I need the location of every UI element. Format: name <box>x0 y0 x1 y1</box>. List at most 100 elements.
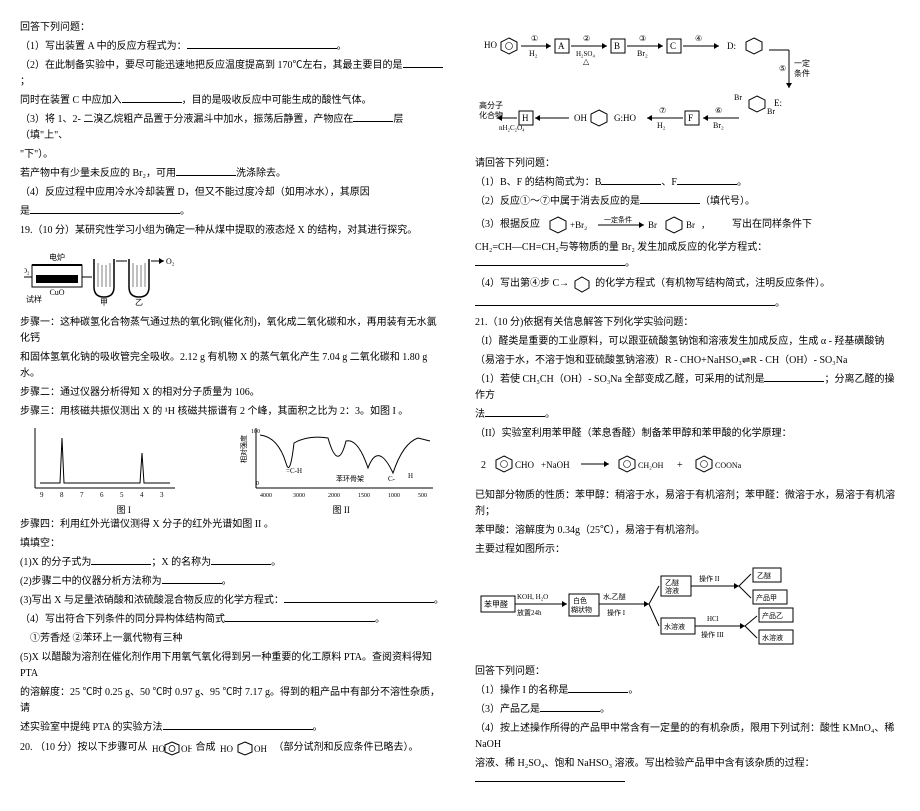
svg-text:=C-H: =C-H <box>286 467 302 475</box>
svg-text:乙醚: 乙醚 <box>665 578 679 587</box>
sq1-blank2 <box>211 564 271 565</box>
q21e-blank <box>485 416 545 417</box>
q2b-blank <box>122 102 182 103</box>
svg-text:2000: 2000 <box>328 493 340 499</box>
q4a: （4）反应过程中应用冷水冷却装置 D，但又不能过度冷却（如用冰水），其原因 <box>20 185 445 201</box>
sq3-text: (3)写出 X 与足量浓硝酸和浓硫酸混合物反应的化学方程式： <box>20 595 284 606</box>
svg-text:E:: E: <box>774 98 782 108</box>
rq2: （2）反应①～⑦中属于消去反应的是 （填代号）。 <box>475 194 900 210</box>
reaction2: 2 CHO +NaOH CH₂OH + COONa <box>475 446 900 484</box>
q2a: （2）在此制备实验中，要尽可能迅速地把反应温度提高到 170℃左右，其最主要目的… <box>20 58 445 90</box>
rq3c: CH₂=CH—CH=CH₂与等物质的量 Br₂ 发生加成反应的化学方程式：。 <box>475 240 900 272</box>
yi-label: 乙 <box>135 298 143 307</box>
svg-text:Br₂: Br₂ <box>713 121 724 130</box>
svg-text:Br: Br <box>767 107 775 116</box>
svg-text:HO: HO <box>484 40 497 50</box>
sq1: (1)X 的分子式为；X 的名称为。 <box>20 555 445 571</box>
svg-text:C: C <box>670 41 676 51</box>
sq3: (3)写出 X 与足量浓硝酸和浓硫酸混合物反应的化学方程式：。 <box>20 593 445 609</box>
svg-text:0: 0 <box>256 481 259 487</box>
q21a: （I）醛类是重要的工业原料，可以跟亚硫酸氢钠饱和溶液发生加成反应，生成 α - … <box>475 334 900 350</box>
q19: 19.（10 分）某研究性学习小组为确定一种从煤中提取的液态烃 X 的结构，对其… <box>20 223 445 239</box>
svg-text:OH: OH <box>574 113 587 123</box>
fq3a: （4）按上述操作所得的产品甲中常含有一定量的的有机杂质，限用下列试剂：酸性 KM… <box>475 721 900 753</box>
sq3-blank <box>284 602 434 603</box>
rq1-blank1 <box>601 184 661 185</box>
svg-text:9: 9 <box>40 491 44 499</box>
rq3b-text: 写出在同样条件下 <box>732 217 812 233</box>
q2a-text: （2）在此制备实验中，要尽可能迅速地把反应温度提高到 170℃左右，其最主要目的… <box>20 60 403 71</box>
fq3b-blank <box>475 781 625 782</box>
rq2b-text: （填代号）。 <box>700 196 755 207</box>
svg-text:乙醚: 乙醚 <box>757 571 771 580</box>
q1-text: （1）写出装置 A 中的反应方程式为： <box>20 41 187 52</box>
benzene-icon-2: HO OH <box>220 739 270 757</box>
rq2a-text: （2）反应①～⑦中属于消去反应的是 <box>475 196 640 207</box>
svg-text:⑦: ⑦ <box>659 106 666 115</box>
svg-text:一定: 一定 <box>794 58 810 68</box>
svg-text:水,乙醚: 水,乙醚 <box>603 592 626 601</box>
spec1: 9 8 7 6 5 4 3 图 I <box>20 423 228 517</box>
svg-text:，: ， <box>701 220 710 230</box>
svg-text:KOH, H₂O: KOH, H₂O <box>517 593 548 601</box>
q20b-text: 合成 <box>196 740 216 756</box>
right-header: 请回答下列问题： <box>475 156 900 172</box>
q21f: （II）实验室利用苯甲醛（苯息香醛）制备苯甲醇和苯甲酸的化学原理： <box>475 426 900 442</box>
svg-text:①: ① <box>531 34 538 43</box>
q4b: 是。 <box>20 204 445 220</box>
q3a-text: （3）将 1、2- 二溴乙烷粗产品置于分液漏斗中加水，振荡后静置，产物应在 <box>20 114 353 125</box>
svg-text:2: 2 <box>481 460 486 471</box>
svg-text:A: A <box>558 41 565 51</box>
spec1-label: 图 I <box>20 503 228 517</box>
q3c: "下"）。 <box>20 147 445 163</box>
svg-text:H: H <box>522 113 529 123</box>
sq2: (2)步骤二中的仪器分析方法称为。 <box>20 574 445 590</box>
q4b-blank <box>30 213 180 214</box>
props2: 苯甲酸：溶解度为 0.34g（25℃），易溶于有机溶剂。 <box>475 523 900 539</box>
sq2-text: (2)步骤二中的仪器分析方法称为 <box>20 576 162 587</box>
svg-text:+Br₂: +Br₂ <box>570 220 587 230</box>
rq1: （1）B、F 的结构简式为：B、F。 <box>475 175 900 191</box>
q3e-text: 洗涤除去。 <box>236 168 286 179</box>
benzene-icon-1: HOOH <box>152 739 192 757</box>
q21b: （易溶于水，不溶于饱和亚硫酸氢钠溶液）R - CHO+NaHSO₃⇌R - CH… <box>475 353 900 369</box>
svg-text:3000: 3000 <box>293 493 305 499</box>
spec2-label: 图 II <box>238 503 446 517</box>
cuo-label: CuO <box>49 288 64 297</box>
svg-text:F: F <box>688 113 693 123</box>
svg-text:O₂: O₂ <box>166 257 175 266</box>
sq1b-text: ；X 的名称为 <box>151 557 211 568</box>
svg-text:相对强度: 相对强度 <box>239 435 248 463</box>
q20: 20. （10 分）按以下步骤可从 HOOH 合成 HOOH （部分试剂和反应条… <box>20 739 445 757</box>
rq4-blank <box>475 305 775 306</box>
svg-text:4000: 4000 <box>260 493 272 499</box>
svg-text:高分子: 高分子 <box>479 100 503 110</box>
svg-text:操作 II: 操作 II <box>699 574 720 583</box>
fill: 填填空： <box>20 536 445 552</box>
svg-text:100: 100 <box>251 429 260 435</box>
svg-text:苯甲醛: 苯甲醛 <box>484 599 508 609</box>
svg-text:G:HO: G:HO <box>614 113 636 123</box>
sq4a: ①芳香烃 ②苯环上一氯代物有三种 <box>20 631 445 647</box>
q2b-text: 同时在装置 C 中应加入 <box>20 95 122 106</box>
q3d: 若产物中有少量未反应的 Br₂，可用洗涤除去。 <box>20 166 445 182</box>
svg-text:H₂: H₂ <box>657 121 666 130</box>
cyclohexene-icon <box>573 275 591 293</box>
props1: 已知部分物质的性质：苯甲醇：稍溶于水，易溶于有机溶剂；苯甲醛：微溶于水，易溶于有… <box>475 488 900 520</box>
fq3b-text: 溶液、稀 H₂SO₄、饱和 NaHSO₃ 溶液。写出检验产品甲中含有该杂质的过程… <box>475 758 815 769</box>
q21c: （1）若使 CH₃CH（OH）- SO₃Na 全部变成乙醛，可采用的试剂是；分离… <box>475 372 900 404</box>
q3a: （3）将 1、2- 二溴乙烷粗产品置于分液漏斗中加水，振荡后静置，产物应在层（填… <box>20 112 445 144</box>
svg-text:+NaOH: +NaOH <box>541 460 570 470</box>
fq1: （1）操作 I 的名称是。 <box>475 683 900 699</box>
svg-text:COONa: COONa <box>715 461 742 470</box>
step1a: 步骤一：这种碳氢化合物蒸气通过热的氧化铜(催化剂)，氧化成二氧化碳和水，再用装有… <box>20 315 445 347</box>
svg-text:OH: OH <box>254 744 267 754</box>
jia-label: 甲 <box>100 298 108 307</box>
svg-text:HO: HO <box>220 744 233 754</box>
fq2-text: （3）产品乙是 <box>475 704 540 715</box>
fq3b: 溶液、稀 H₂SO₄、饱和 NaHSO₃ 溶液。写出检验产品甲中含有该杂质的过程… <box>475 756 900 788</box>
svg-text:CH₂OH: CH₂OH <box>638 461 664 470</box>
left-header: 回答下列问题： <box>20 20 445 36</box>
flowchart: 苯甲醛 KOH, H₂O放置24h 白色糊状物 水,乙醚操作 I 乙醚溶液 操作… <box>475 562 900 660</box>
rq1a-text: （1）B、F 的结构简式为：B <box>475 177 601 188</box>
